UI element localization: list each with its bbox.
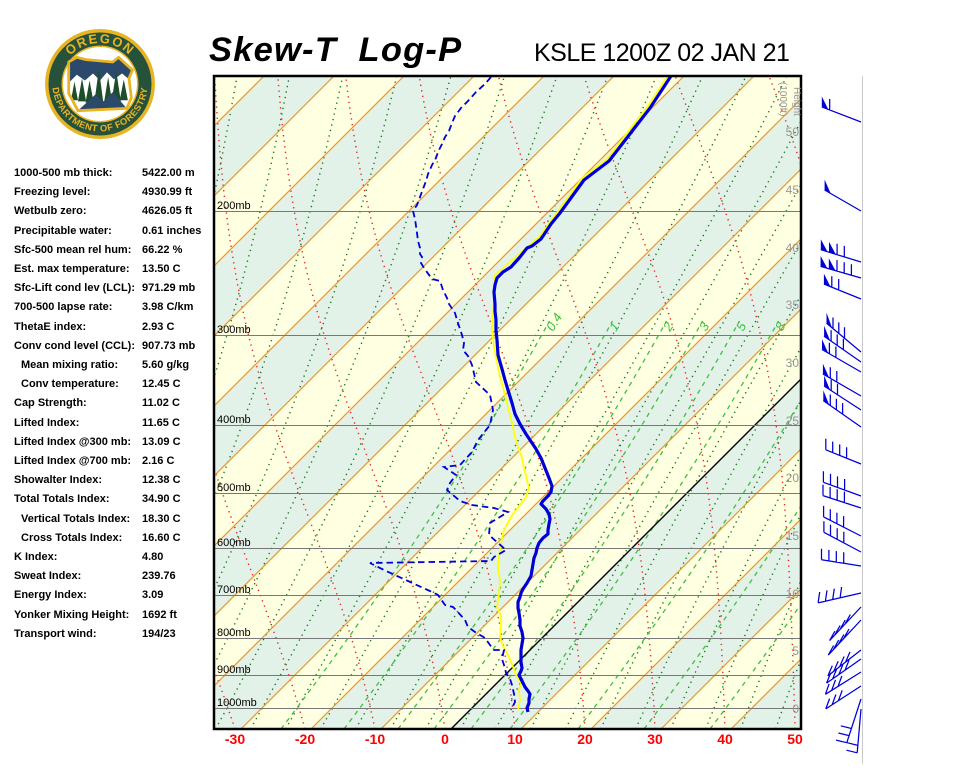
svg-text:600mb: 600mb: [217, 537, 251, 549]
svg-text:(1000ft): (1000ft): [777, 82, 788, 116]
svg-text:35: 35: [786, 298, 800, 312]
svg-text:30: 30: [786, 356, 800, 370]
svg-text:20: 20: [786, 471, 800, 485]
svg-text:200mb: 200mb: [217, 200, 251, 212]
svg-text:300mb: 300mb: [217, 324, 251, 336]
svg-text:30: 30: [647, 731, 663, 747]
svg-text:20: 20: [577, 731, 593, 747]
svg-text:Height: Height: [791, 87, 802, 116]
svg-text:10: 10: [507, 731, 523, 747]
svg-text:-20: -20: [295, 731, 315, 747]
svg-text:45: 45: [786, 183, 800, 197]
svg-text:400mb: 400mb: [217, 414, 251, 426]
svg-text:-10: -10: [365, 731, 385, 747]
svg-text:15: 15: [786, 529, 800, 543]
svg-text:40: 40: [786, 241, 800, 255]
svg-text:0: 0: [441, 731, 449, 747]
svg-text:-30: -30: [225, 731, 245, 747]
svg-text:800mb: 800mb: [217, 627, 251, 639]
svg-text:1000mb: 1000mb: [217, 697, 257, 709]
svg-text:700mb: 700mb: [217, 584, 251, 596]
svg-text:5: 5: [792, 644, 799, 658]
svg-text:40: 40: [717, 731, 733, 747]
svg-text:50: 50: [787, 731, 803, 747]
svg-text:50: 50: [786, 125, 800, 139]
svg-text:10: 10: [786, 587, 800, 601]
svg-text:0: 0: [792, 702, 799, 716]
svg-text:500mb: 500mb: [217, 482, 251, 494]
svg-text:900mb: 900mb: [217, 664, 251, 676]
svg-text:25: 25: [786, 414, 800, 428]
